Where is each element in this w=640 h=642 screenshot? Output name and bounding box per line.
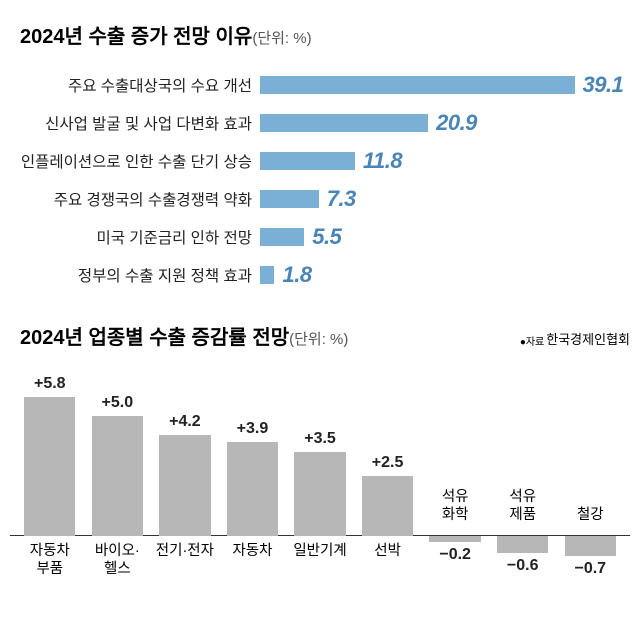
reasons-chart: 2024년 수출 증가 전망 이유(단위: %) 주요 수출대상국의 수요 개선…: [10, 20, 630, 291]
vbar-bar: [227, 442, 278, 536]
vbar-value: +3.9: [237, 420, 269, 438]
vbar-stack: +5.8: [16, 375, 84, 536]
vbar-category: 전기·전자: [151, 542, 219, 592]
chart-title-main: 2024년 수출 증가 전망 이유: [20, 26, 252, 48]
hbar-row: 신사업 발굴 및 사업 다변화 효과 20.9: [10, 107, 630, 139]
vbar-category: 석유 화학: [421, 482, 489, 524]
hbar-track: 5.5: [260, 225, 630, 249]
vbar-stack: +4.2: [151, 413, 219, 536]
hbar-value: 11.8: [363, 148, 402, 174]
vbar-stack: −0.7: [557, 536, 625, 578]
vbar-row: +5.8자동차 부품+5.0바이오· 헬스+4.2전기·전자+3.9자동차+3.…: [16, 362, 624, 592]
hbar-track: 11.8: [260, 149, 630, 173]
bullet-icon: ●자료: [520, 337, 544, 348]
hbar-bar: [260, 76, 575, 94]
hbar-label: 인플레이션으로 인한 수출 단기 상승: [10, 150, 260, 172]
vbar-col: +4.2 전기·전자: [151, 362, 219, 592]
vbar-bar: [362, 476, 413, 536]
vbar-col: +5.8 자동차 부품: [16, 362, 84, 592]
vbar-bar: [497, 536, 548, 553]
hbar-value: 20.9: [436, 110, 477, 136]
vbar-bar: [294, 452, 345, 536]
hbar-label: 주요 수출대상국의 수요 개선: [10, 74, 260, 96]
source-text: 한국경제인협회: [546, 332, 630, 347]
hbar-label: 미국 기준금리 인하 전망: [10, 226, 260, 248]
vbar-bar: [159, 435, 210, 536]
vbar-container: +5.8자동차 부품+5.0바이오· 헬스+4.2전기·전자+3.9자동차+3.…: [10, 362, 630, 592]
hbar-container: 주요 수출대상국의 수요 개선 39.1 신사업 발굴 및 사업 다변화 효과 20.…: [10, 69, 630, 291]
vbar-stack: +3.5: [286, 430, 354, 536]
hbar-track: 20.9: [260, 111, 630, 135]
reasons-chart-title: 2024년 수출 증가 전망 이유(단위: %): [10, 20, 630, 49]
chart-title-unit: (단위: %): [252, 30, 311, 47]
vbar-stack: −0.2: [421, 536, 489, 564]
hbar-value: 7.3: [327, 186, 356, 212]
hbar-row: 주요 수출대상국의 수요 개선 39.1: [10, 69, 630, 101]
vbar-bar: [565, 536, 616, 556]
hbar-row: 인플레이션으로 인한 수출 단기 상승 11.8: [10, 145, 630, 177]
hbar-value: 39.1: [583, 72, 624, 98]
vbar-col: −0.2 석유 화학: [421, 362, 489, 592]
vbar-col: +2.5 선박: [354, 362, 422, 592]
hbar-row: 정부의 수출 지원 정책 효과 1.8: [10, 259, 630, 291]
hbar-row: 주요 경쟁국의 수출경쟁력 약화 7.3: [10, 183, 630, 215]
vbar-stack: −0.6: [489, 536, 557, 575]
hbar-track: 7.3: [260, 187, 630, 211]
vbar-col: −0.7 철강: [557, 362, 625, 592]
hbar-bar: [260, 114, 428, 132]
vbar-category: 철강: [557, 482, 625, 524]
hbar-bar: [260, 190, 319, 208]
vbar-value: +3.5: [304, 430, 336, 448]
hbar-value: 1.8: [282, 262, 311, 288]
chart-title-unit: (단위: %): [289, 331, 348, 348]
vbar-col: −0.6 석유 제품: [489, 362, 557, 592]
vbar-stack: +5.0: [84, 394, 152, 536]
vbar-value: −0.2: [439, 546, 471, 564]
sector-chart-title: 2024년 업종별 수출 증감률 전망(단위: %): [20, 321, 348, 350]
vbar-category: 선박: [354, 542, 422, 592]
vbar-col: +3.5 일반기계: [286, 362, 354, 592]
hbar-bar: [260, 152, 355, 170]
vbar-col: +3.9 자동차: [219, 362, 287, 592]
vbar-stack: +3.9: [219, 420, 287, 536]
vbar-value: +5.0: [102, 394, 134, 412]
vbar-category: 일반기계: [286, 542, 354, 592]
hbar-track: 1.8: [260, 263, 630, 287]
hbar-value: 5.5: [312, 224, 341, 250]
hbar-bar: [260, 228, 304, 246]
vbar-bar: [92, 416, 143, 536]
sector-chart-header: 2024년 업종별 수출 증감률 전망(단위: %) ●자료한국경제인협회: [10, 321, 630, 350]
vbar-category: 자동차 부품: [16, 542, 84, 592]
hbar-label: 정부의 수출 지원 정책 효과: [10, 264, 260, 286]
vbar-bar: [24, 397, 75, 536]
hbar-row: 미국 기준금리 인하 전망 5.5: [10, 221, 630, 253]
vbar-value: +5.8: [34, 375, 66, 393]
hbar-label: 신사업 발굴 및 사업 다변화 효과: [10, 112, 260, 134]
hbar-bar: [260, 266, 274, 284]
chart-title-main: 2024년 업종별 수출 증감률 전망: [20, 327, 289, 349]
vbar-value: −0.6: [507, 557, 539, 575]
vbar-value: +4.2: [169, 413, 201, 431]
vbar-bar: [429, 536, 480, 542]
chart-source: ●자료한국경제인협회: [520, 329, 630, 348]
vbar-col: +5.0 바이오· 헬스: [84, 362, 152, 592]
sector-chart: 2024년 업종별 수출 증감률 전망(단위: %) ●자료한국경제인협회 +5…: [10, 321, 630, 592]
vbar-value: −0.7: [574, 560, 606, 578]
vbar-category: 석유 제품: [489, 482, 557, 524]
vbar-category: 자동차: [219, 542, 287, 592]
hbar-track: 39.1: [260, 73, 630, 97]
vbar-stack: +2.5: [354, 454, 422, 536]
vbar-value: +2.5: [372, 454, 404, 472]
hbar-label: 주요 경쟁국의 수출경쟁력 약화: [10, 188, 260, 210]
vbar-category: 바이오· 헬스: [84, 542, 152, 592]
